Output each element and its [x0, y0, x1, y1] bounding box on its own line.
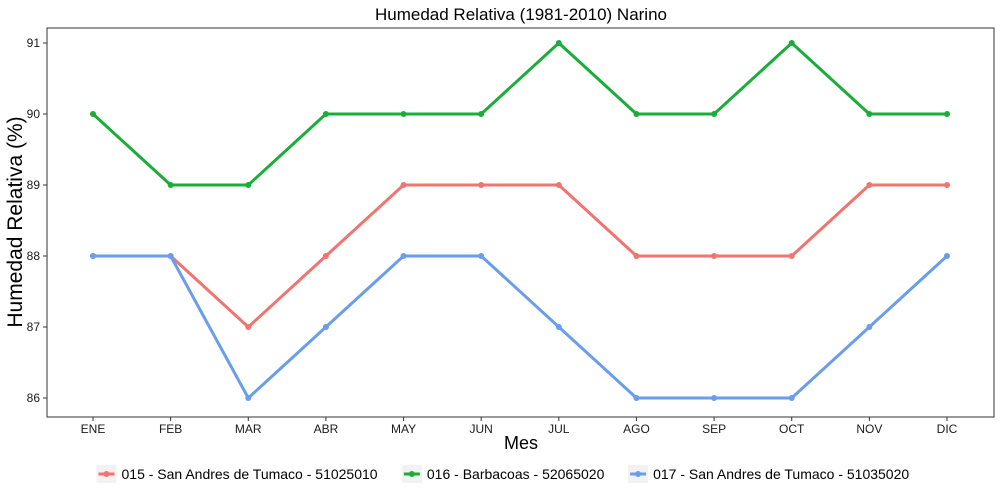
data-point: [90, 253, 96, 259]
series-3: [90, 253, 950, 401]
y-tick-label: 88: [27, 249, 41, 263]
x-axis-title: Mes: [504, 433, 538, 453]
y-tick-label: 91: [27, 36, 41, 50]
data-point: [866, 111, 873, 117]
data-point: [788, 40, 795, 46]
legend-key-point: [103, 471, 110, 477]
data-point: [711, 111, 718, 117]
y-tick-label: 86: [27, 391, 41, 405]
legend-item: 017 - San Andres de Tumaco - 51035020: [628, 465, 909, 483]
data-point: [400, 253, 407, 259]
y-axis: 86 87 88 89 90 91: [27, 36, 47, 405]
data-point: [90, 111, 96, 117]
y-tick-label: 90: [27, 107, 41, 121]
series-line: [91, 183, 949, 329]
data-point: [555, 324, 562, 330]
data-point: [944, 253, 950, 259]
data-point: [788, 253, 795, 259]
x-tick-label: SEP: [702, 422, 726, 436]
y-tick-label: 87: [27, 320, 41, 334]
legend-label: 016 - Barbacoas - 52065020: [427, 466, 605, 482]
data-point: [245, 324, 252, 330]
data-point: [944, 182, 950, 188]
legend-label: 017 - San Andres de Tumaco - 51035020: [653, 466, 909, 482]
legend-label: 015 - San Andres de Tumaco - 51025010: [122, 466, 378, 482]
legend-item: 015 - San Andres de Tumaco - 51025010: [96, 465, 378, 483]
data-point: [711, 395, 718, 401]
data-point: [400, 182, 407, 188]
data-point: [322, 253, 329, 259]
data-point: [633, 253, 640, 259]
data-point: [167, 182, 174, 188]
series-layer: [90, 40, 950, 401]
x-tick-label: MAY: [391, 422, 416, 436]
data-point: [322, 111, 329, 117]
data-point: [322, 324, 329, 330]
series-line: [91, 41, 949, 187]
series-2: [90, 40, 950, 188]
data-point: [478, 253, 485, 259]
data-point: [711, 253, 718, 259]
data-point: [555, 40, 562, 46]
legend-key-point: [635, 471, 642, 477]
legend: 015 - San Andres de Tumaco - 51025010 016…: [96, 465, 909, 483]
data-point: [400, 111, 407, 117]
data-point: [633, 395, 640, 401]
data-point: [167, 253, 174, 259]
data-point: [944, 111, 950, 117]
x-axis: ENE FEB MAR ABR MAY JUN JUL AGO SEP OCT NOV DIC: [81, 417, 958, 436]
data-point: [478, 182, 485, 188]
y-axis-title: Humedad Relativa (%): [4, 116, 27, 327]
x-tick-label: FEB: [159, 422, 182, 436]
data-point: [866, 182, 873, 188]
data-point: [866, 324, 873, 330]
data-point: [555, 182, 562, 188]
x-tick-label: ABR: [314, 422, 339, 436]
x-tick-label: AGO: [623, 422, 650, 436]
x-tick-label: DIC: [937, 422, 958, 436]
series-line: [91, 254, 949, 400]
x-tick-label: JUL: [548, 422, 570, 436]
x-tick-label: OCT: [779, 422, 805, 436]
data-point: [633, 111, 640, 117]
legend-key-point: [408, 471, 415, 477]
data-point: [245, 182, 252, 188]
chart-title: Humedad Relativa (1981-2010) Narino: [375, 5, 667, 24]
x-tick-label: ENE: [81, 422, 106, 436]
x-tick-label: JUN: [470, 422, 493, 436]
y-tick-label: 89: [27, 178, 41, 192]
legend-item: 016 - Barbacoas - 52065020: [401, 465, 605, 483]
x-tick-label: NOV: [856, 422, 882, 436]
data-point: [788, 395, 795, 401]
x-tick-label: MAR: [235, 422, 262, 436]
data-point: [478, 111, 485, 117]
data-point: [245, 395, 252, 401]
plot-area: [46, 27, 995, 418]
